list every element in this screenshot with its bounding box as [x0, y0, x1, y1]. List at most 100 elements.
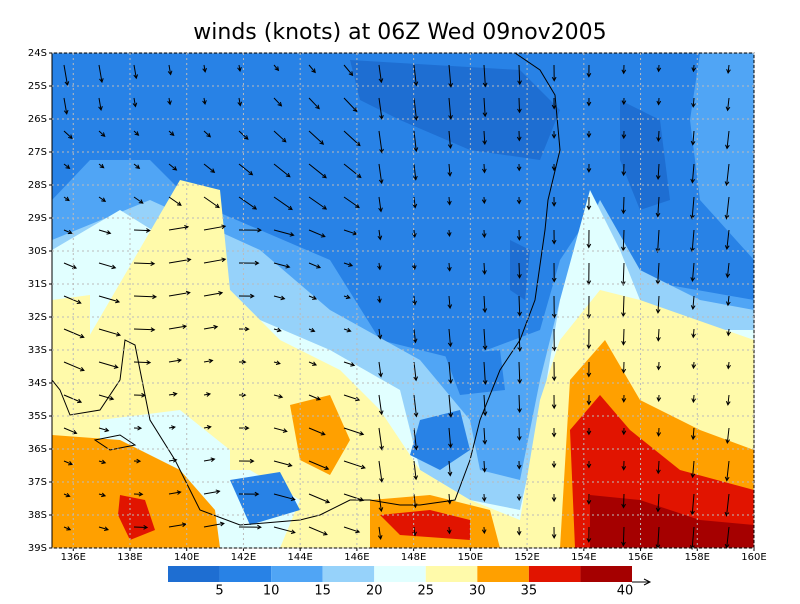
wind-arrow — [238, 458, 255, 464]
wind-arrow — [308, 327, 316, 333]
wind-arrow — [203, 163, 216, 173]
wind-arrow — [413, 427, 419, 451]
wind-arrow — [273, 130, 287, 143]
x-tick-label: 148E — [401, 552, 426, 563]
wind-arrow — [168, 522, 187, 528]
colorbar-arrow — [632, 578, 652, 586]
y-tick-label: 38S — [28, 510, 47, 521]
wind-arrow — [413, 97, 419, 121]
wind-arrow — [343, 361, 356, 367]
wind-arrow — [168, 358, 183, 363]
wind-arrow — [621, 427, 627, 436]
wind-arrow — [690, 493, 695, 516]
wind-arrow — [167, 64, 173, 76]
wind-arrow — [133, 64, 139, 80]
wind-arrow — [481, 196, 487, 205]
wind-arrow — [168, 225, 190, 231]
colorbar-label: 10 — [263, 584, 280, 599]
wind-arrow — [690, 262, 696, 283]
wind-arrow — [133, 130, 140, 136]
wind-arrow — [446, 229, 452, 238]
wind-arrow — [586, 427, 592, 436]
wind-arrow — [621, 130, 627, 140]
wind-arrow — [238, 227, 262, 233]
wind-arrow — [273, 295, 286, 301]
wind-arrow — [63, 526, 72, 531]
wind-arrow — [517, 97, 522, 114]
wind-arrow — [726, 328, 732, 337]
wind-arrow — [238, 491, 260, 497]
wind-arrow — [621, 361, 627, 374]
wind-arrow — [482, 361, 488, 385]
wind-arrow — [724, 196, 730, 220]
wind-arrow — [63, 460, 74, 466]
wind-arrow — [448, 361, 453, 385]
wind-arrow — [133, 294, 158, 300]
x-tick-label: 156E — [628, 552, 653, 563]
colorbar-swatch — [528, 566, 581, 582]
wind-arrow — [133, 261, 156, 266]
wind-arrow — [412, 328, 418, 344]
wind-arrow — [63, 328, 85, 339]
wind-arrow — [586, 361, 592, 378]
wind-arrow — [447, 493, 452, 505]
wind-arrow — [203, 257, 227, 264]
x-tick-label: 152E — [514, 552, 539, 563]
wind-arrow — [726, 361, 731, 370]
y-tick-label: 28S — [28, 180, 47, 191]
wind-arrow — [168, 163, 178, 171]
wind-arrow — [516, 229, 522, 241]
wind-arrow — [656, 328, 661, 342]
wind-arrow — [343, 196, 360, 209]
wind-arrows — [63, 64, 732, 550]
wind-arrow — [482, 97, 488, 118]
wind-arrow — [690, 526, 695, 550]
wind-arrow — [98, 492, 107, 498]
wind-arrow — [98, 459, 107, 465]
wind-arrow — [63, 130, 73, 140]
wind-arrow — [167, 97, 172, 106]
wind-arrow — [63, 361, 85, 372]
wind-arrow — [655, 295, 661, 314]
wind-arrow — [273, 163, 291, 178]
wind-arrow — [273, 64, 280, 72]
x-tick-label: 142E — [231, 552, 256, 563]
wind-arrow — [691, 64, 697, 73]
wind-arrow — [98, 526, 110, 531]
wind-arrow — [517, 394, 522, 414]
wind-arrow — [203, 290, 224, 297]
wind-arrow — [238, 163, 254, 176]
y-tick-label: 36S — [28, 444, 47, 455]
wind-arrow — [377, 526, 383, 540]
wind-arrow — [378, 130, 384, 154]
wind-arrow — [690, 130, 696, 146]
wind-arrow — [621, 526, 626, 547]
wind-arrow — [412, 295, 417, 306]
wind-arrow — [308, 427, 326, 436]
wind-arrow — [481, 229, 487, 239]
wind-arrow — [655, 196, 661, 218]
wind-arrow — [690, 163, 696, 184]
wind-arrow — [724, 493, 730, 517]
wind-arrow — [63, 196, 70, 202]
wind-arrow — [482, 295, 488, 314]
colorbar-label: 30 — [469, 584, 486, 599]
wind-arrow — [516, 427, 522, 441]
colorbar-label: 25 — [418, 584, 435, 599]
wind-arrow — [413, 394, 419, 418]
wind-arrow — [551, 493, 557, 503]
wind-arrow — [691, 328, 696, 339]
wind-arrow — [516, 130, 522, 142]
wind-arrow — [447, 163, 453, 177]
y-tick-label: 24S — [28, 48, 47, 59]
wind-arrow — [203, 196, 220, 209]
wind-arrow — [516, 196, 522, 205]
wind-arrow — [343, 427, 365, 436]
wind-arrow — [273, 360, 281, 366]
wind-arrow — [343, 327, 352, 333]
wind-arrow — [308, 196, 328, 210]
wind-arrow — [308, 262, 322, 269]
y-tick-label: 27S — [28, 147, 47, 158]
colorbar-label: 15 — [314, 584, 331, 599]
